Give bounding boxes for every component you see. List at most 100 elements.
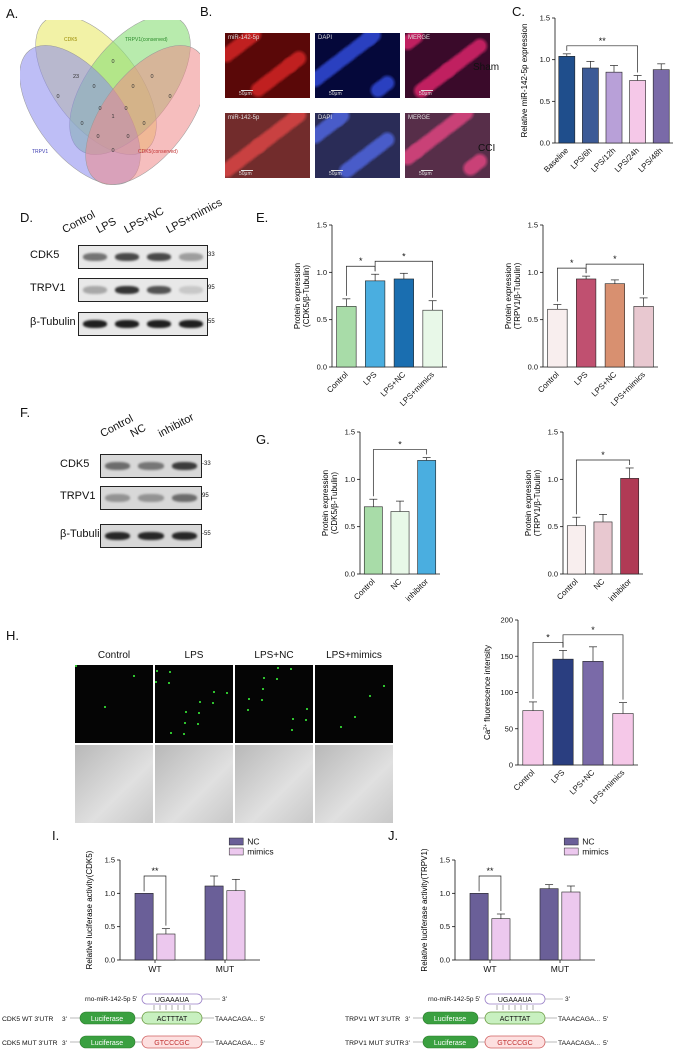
legend-swatch — [563, 847, 579, 856]
kda-marker: 33 — [208, 252, 215, 258]
y-tick-label: 50 — [505, 724, 513, 733]
x-tick-label: Control — [555, 577, 580, 602]
significance-label: * — [570, 258, 574, 268]
y-tick-label: 1.5 — [317, 221, 327, 230]
y-axis-label: Protein expression(TRPV1/β-Tubulin) — [524, 469, 542, 536]
y-tick-label: 0.5 — [440, 922, 450, 931]
scale-bar — [421, 90, 433, 91]
fluorescent-spot — [226, 692, 228, 694]
y-tick-label: 1.0 — [345, 475, 355, 484]
bar — [469, 893, 489, 961]
utr-5prime: 5' — [260, 1016, 265, 1023]
bar-chart-c: 0.0 0.5 1.0 1.5 Relative miR-142-5p expressi… — [520, 14, 673, 174]
y-tick-label: 0.0 — [317, 363, 327, 372]
blot-band — [146, 253, 172, 262]
fluorescent-spot — [292, 718, 294, 720]
y-tick-label: 0.0 — [105, 956, 115, 965]
fluorescence-image — [235, 665, 313, 743]
y-axis-label-line: (CDK5/β-Tubulin) — [302, 265, 311, 327]
legend-swatch — [563, 837, 579, 846]
y-tick-label: 1.0 — [548, 475, 558, 484]
blot-strip — [78, 278, 208, 302]
legend-label: mimics — [247, 847, 273, 857]
y-tick-label: 0 — [509, 761, 513, 770]
bar — [604, 283, 625, 368]
x-tick-label: NC — [389, 577, 404, 592]
utr-3prime: 3' — [62, 1040, 67, 1047]
fluorescent-spot — [383, 685, 385, 687]
y-axis-label-part: Ca — [483, 729, 492, 740]
kda-marker: -33 — [202, 461, 211, 467]
kda-marker: -55 — [202, 531, 211, 537]
y-axis-label: Relative miR-142-5p expression — [520, 24, 529, 138]
bar-chart-g1: 0.0 0.5 1.0 1.5 Protein expression(CDK5/β-Tu… — [321, 428, 440, 603]
legend-swatch — [228, 837, 244, 846]
row-label-cci: CCI — [478, 143, 496, 154]
y-axis-label-line: Protein expression — [293, 263, 302, 329]
panel-letter-b: B. — [200, 4, 213, 19]
blot-strip — [100, 524, 202, 548]
fluorescent-spot — [183, 733, 185, 735]
panel-letter-j: J. — [388, 828, 399, 843]
fluorescent-spot — [306, 708, 308, 710]
fluorescence-image — [155, 665, 233, 743]
significance-bracket — [566, 45, 638, 73]
y-tick-label: 1.5 — [528, 221, 538, 230]
fluorescence-image — [315, 665, 393, 743]
significance-label: * — [591, 625, 595, 635]
y-axis-label-line: (TRPV1/β-Tubulin) — [533, 469, 542, 536]
blot-band — [114, 253, 140, 262]
y-axis-label-part: fluorescence intensity — [483, 645, 492, 724]
x-tick-label: WT — [483, 964, 496, 974]
y-tick-label: 0.0 — [440, 956, 450, 965]
bar — [156, 933, 176, 961]
construct-group: rno-miR-142-5p 5' UGAAAUA 3' TRPV1 WT 3'UTR… — [345, 993, 608, 1049]
scale-label: 50μm — [419, 91, 432, 97]
blot-band — [171, 494, 197, 503]
fluorescence-image — [75, 665, 153, 743]
utr-tail: TAAACAGA... — [215, 1040, 257, 1047]
y-tick-label: 0.0 — [528, 363, 538, 372]
y-tick-label: 0.5 — [528, 315, 538, 324]
bar — [629, 80, 646, 144]
fluorescent-spot — [290, 668, 292, 670]
y-tick-label: 1.0 — [317, 268, 327, 277]
blot-band — [178, 253, 204, 262]
significance-bracket — [372, 449, 428, 497]
y-tick-label: 1.0 — [440, 889, 450, 898]
panel-letter-a: A. — [6, 6, 19, 21]
venn-set-cdk5-conserved — [85, 45, 200, 185]
y-tick-label: 1.0 — [528, 268, 538, 277]
fluorescent-spot — [133, 675, 135, 677]
bar — [561, 891, 581, 961]
micrograph-channel-label: DAPI — [318, 115, 333, 121]
x-tick-label: inhibitor — [404, 577, 430, 603]
blot-band — [114, 320, 140, 329]
brightfield-image — [315, 745, 393, 823]
y-tick-label: 1.5 — [105, 856, 115, 865]
micrograph-channel-label: miR-142-5p — [228, 35, 260, 41]
brightfield-image — [235, 745, 313, 823]
x-tick-label: Control — [352, 577, 377, 602]
bar — [593, 521, 613, 575]
fluorescent-spot — [75, 665, 77, 667]
luciferase-label: Luciferase — [434, 1040, 466, 1047]
bar — [652, 69, 670, 144]
venn-label-cdk5-conserved: CDK5(conserved) — [138, 149, 178, 155]
blot-row-label: TRPV1 — [60, 490, 96, 502]
x-tick-label: MUT — [551, 964, 569, 974]
x-tick-label: LPS+NC — [379, 370, 408, 399]
y-axis-label-line: Protein expression — [524, 470, 533, 536]
brightfield-image — [155, 745, 233, 823]
scale-label: 50μm — [239, 91, 252, 97]
fluorescent-spot — [263, 677, 265, 679]
kda-marker: 95 — [202, 493, 209, 499]
blot-strip — [78, 312, 208, 336]
site-sequence: ACTTTAT — [157, 1016, 188, 1023]
fluorescent-spot — [276, 678, 278, 680]
fluorescence-column-label: LPS+mimics — [326, 650, 382, 661]
blot-strip — [100, 454, 202, 478]
luciferase-label: Luciferase — [91, 1040, 123, 1047]
x-tick-label: NC — [592, 577, 607, 592]
site-sequence: GTCCCGC — [497, 1040, 532, 1047]
